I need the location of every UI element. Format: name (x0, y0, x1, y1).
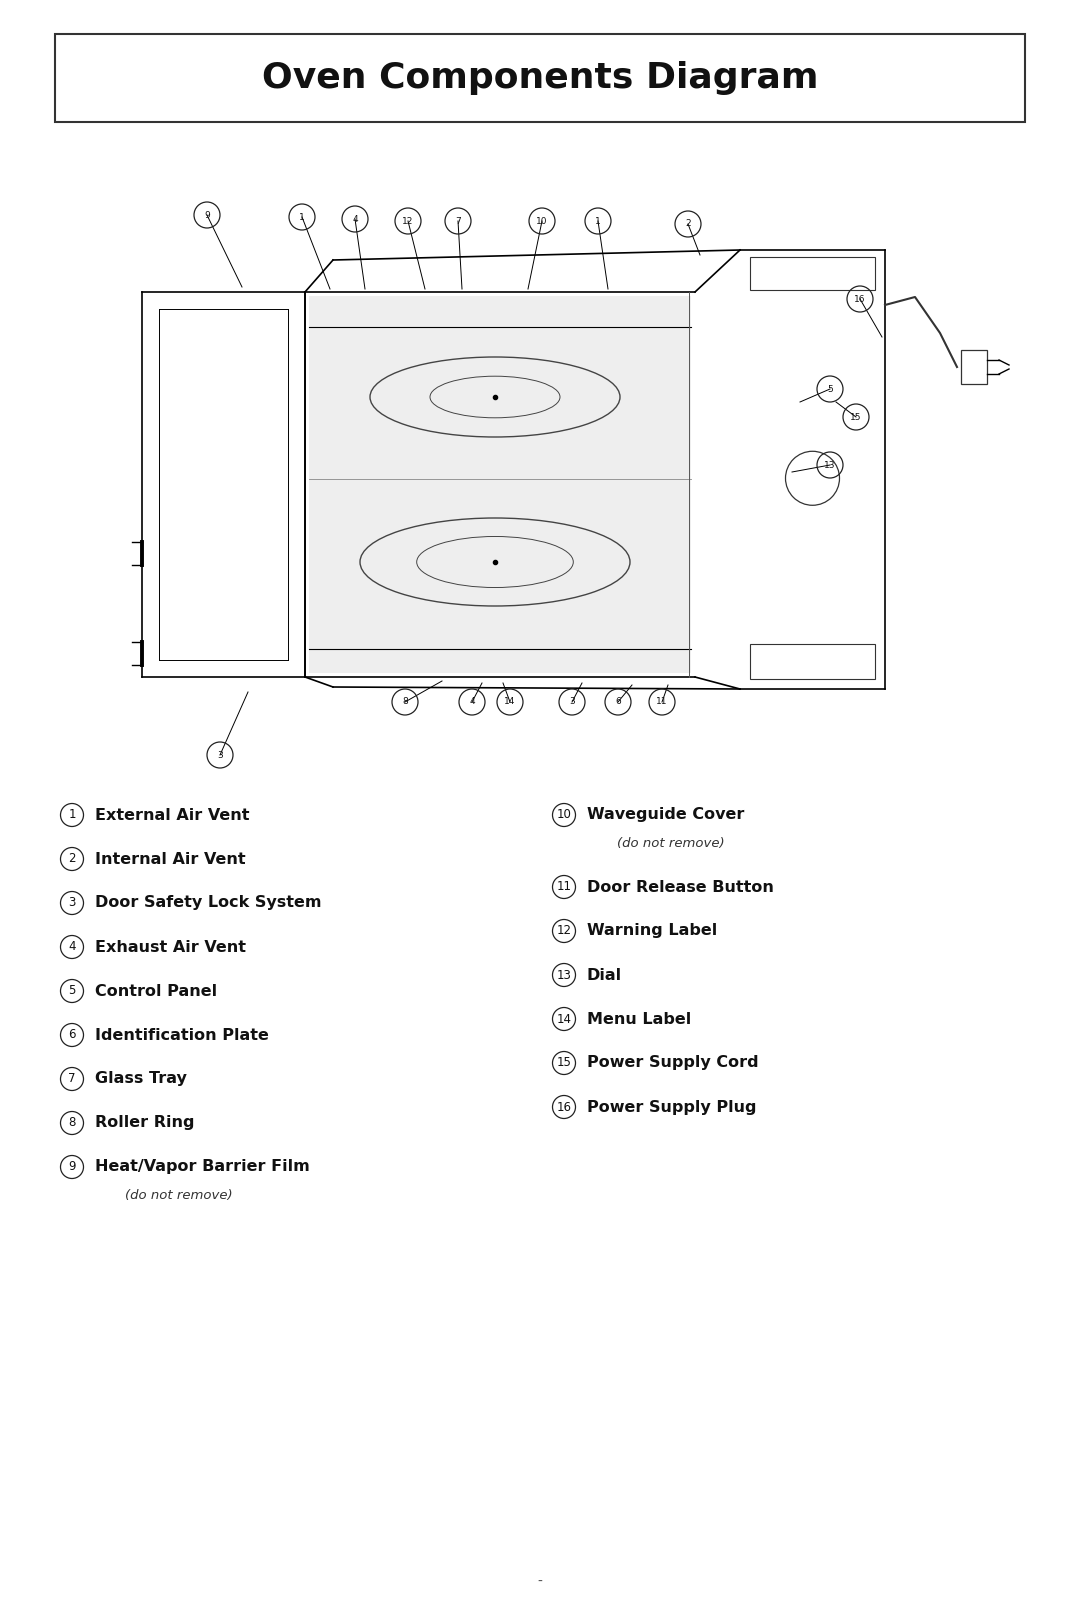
Text: Oven Components Diagram: Oven Components Diagram (261, 61, 819, 95)
Text: 14: 14 (556, 1012, 571, 1025)
Text: 12: 12 (556, 924, 571, 937)
Bar (750, 257, 875, 289)
Text: Menu Label: Menu Label (588, 1011, 691, 1027)
Text: 1: 1 (299, 212, 305, 222)
Text: 2: 2 (685, 220, 691, 228)
Text: 10: 10 (537, 217, 548, 225)
Text: 8: 8 (402, 697, 408, 707)
Text: 9: 9 (68, 1160, 76, 1173)
Text: 3: 3 (68, 897, 76, 910)
Text: 11: 11 (657, 697, 667, 707)
FancyBboxPatch shape (55, 34, 1025, 122)
Text: Door Safety Lock System: Door Safety Lock System (95, 895, 322, 911)
Bar (309, 296, 691, 673)
Text: 2: 2 (68, 852, 76, 866)
Text: 3: 3 (569, 697, 575, 707)
Text: Internal Air Vent: Internal Air Vent (95, 852, 245, 866)
Bar (750, 644, 875, 680)
Text: 14: 14 (504, 697, 515, 707)
Text: Heat/Vapor Barrier Film: Heat/Vapor Barrier Film (95, 1160, 310, 1175)
Text: Door Release Button: Door Release Button (588, 879, 774, 895)
Bar (961, 350, 987, 384)
Text: (do not remove): (do not remove) (125, 1189, 232, 1202)
Text: Power Supply Cord: Power Supply Cord (588, 1056, 758, 1070)
Text: (do not remove): (do not remove) (617, 837, 725, 850)
Text: 4: 4 (352, 214, 357, 223)
Text: Dial: Dial (588, 967, 622, 982)
Text: 9: 9 (204, 211, 210, 220)
Text: 6: 6 (68, 1028, 76, 1041)
Text: Identification Plate: Identification Plate (95, 1027, 269, 1043)
Text: 16: 16 (854, 294, 866, 304)
Text: Power Supply Plug: Power Supply Plug (588, 1099, 756, 1115)
Text: 6: 6 (616, 697, 621, 707)
Text: External Air Vent: External Air Vent (95, 807, 249, 823)
Text: 7: 7 (455, 217, 461, 225)
Text: 3: 3 (217, 750, 222, 760)
Text: 1: 1 (595, 217, 600, 225)
Text: 5: 5 (68, 985, 76, 998)
Text: 16: 16 (556, 1101, 571, 1114)
Text: 15: 15 (850, 413, 862, 421)
Text: 4: 4 (68, 940, 76, 953)
Text: Warning Label: Warning Label (588, 924, 717, 938)
Text: Exhaust Air Vent: Exhaust Air Vent (95, 940, 246, 955)
Text: Waveguide Cover: Waveguide Cover (588, 807, 744, 823)
Text: 13: 13 (556, 969, 571, 982)
Text: 4: 4 (469, 697, 475, 707)
Text: 1: 1 (68, 808, 76, 821)
Text: 12: 12 (403, 217, 414, 225)
Text: 7: 7 (68, 1072, 76, 1085)
Text: 8: 8 (68, 1117, 76, 1130)
Text: Roller Ring: Roller Ring (95, 1115, 194, 1130)
Text: 10: 10 (556, 808, 571, 821)
Text: Glass Tray: Glass Tray (95, 1072, 187, 1086)
Text: 5: 5 (827, 384, 833, 394)
Text: Control Panel: Control Panel (95, 983, 217, 998)
Text: -: - (538, 1575, 542, 1589)
Text: 13: 13 (824, 461, 836, 469)
Text: 11: 11 (556, 881, 571, 893)
Text: 15: 15 (556, 1056, 571, 1070)
